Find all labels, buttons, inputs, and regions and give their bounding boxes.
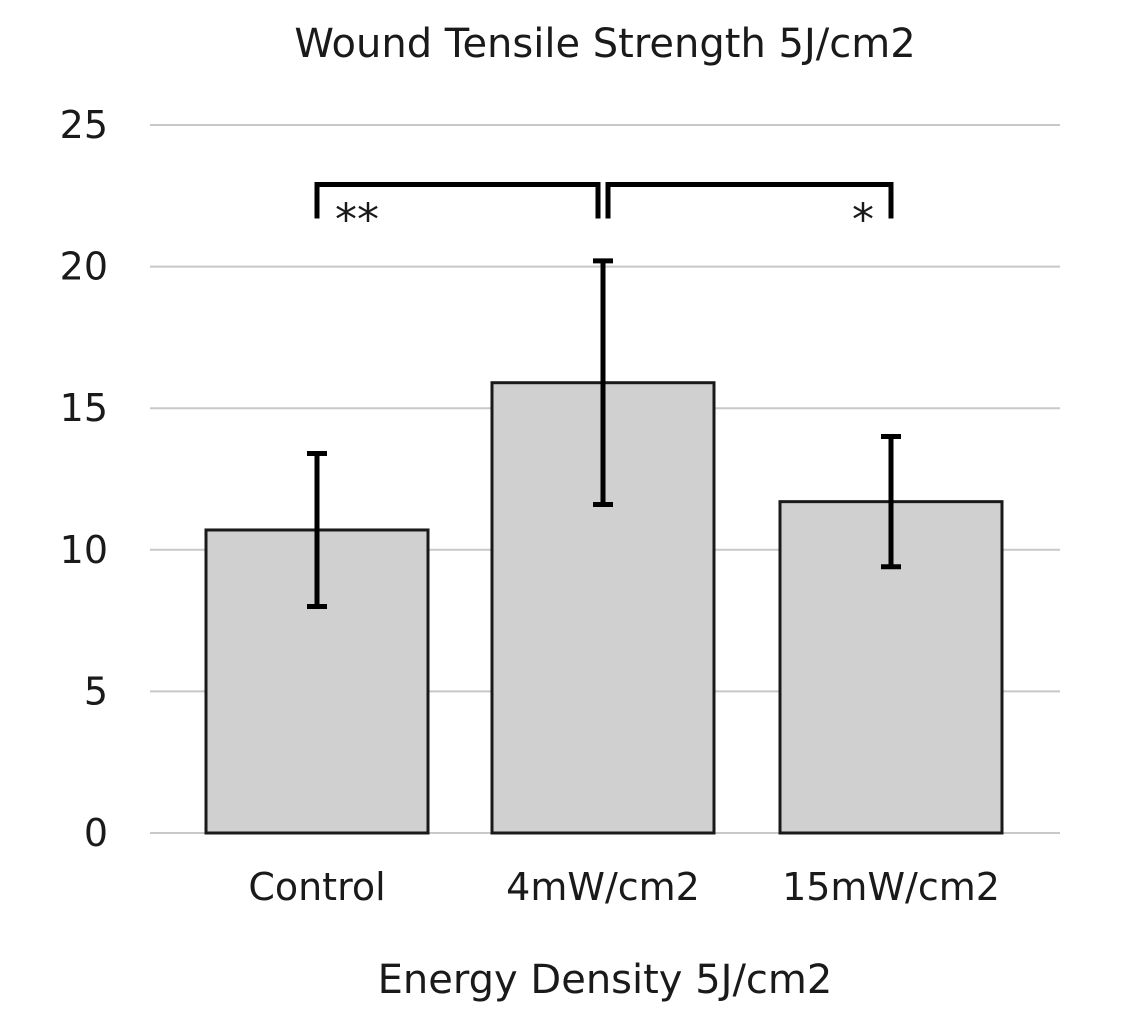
error-bars xyxy=(307,258,901,609)
y-axis-ticks: 0 5 10 15 20 25 xyxy=(60,103,108,855)
significance-bracket: * xyxy=(605,181,894,245)
y-tick-label: 10 xyxy=(60,528,108,572)
chart-title: Wound Tensile Strength 5J/cm2 xyxy=(294,21,915,67)
y-tick-label: 15 xyxy=(60,386,108,430)
significance-brackets: ** * xyxy=(314,181,894,245)
x-axis-label: Energy Density 5J/cm2 xyxy=(378,957,833,1003)
y-tick-label: 5 xyxy=(84,669,108,713)
x-tick-label: 4mW/cm2 xyxy=(506,865,700,909)
x-axis-ticks: Control 4mW/cm2 15mW/cm2 xyxy=(248,865,1000,909)
y-tick-label: 25 xyxy=(60,103,108,147)
x-tick-label: 15mW/cm2 xyxy=(782,865,1000,909)
error-bar xyxy=(593,258,613,507)
bars xyxy=(204,381,1004,835)
error-bar xyxy=(307,451,327,609)
y-tick-label: 20 xyxy=(60,245,108,289)
x-tick-label: Control xyxy=(248,865,385,909)
error-bar xyxy=(881,434,901,570)
significance-bracket: ** xyxy=(314,181,601,245)
significance-label: ** xyxy=(335,194,379,245)
significance-label: * xyxy=(852,194,874,245)
y-tick-label: 0 xyxy=(84,811,108,855)
